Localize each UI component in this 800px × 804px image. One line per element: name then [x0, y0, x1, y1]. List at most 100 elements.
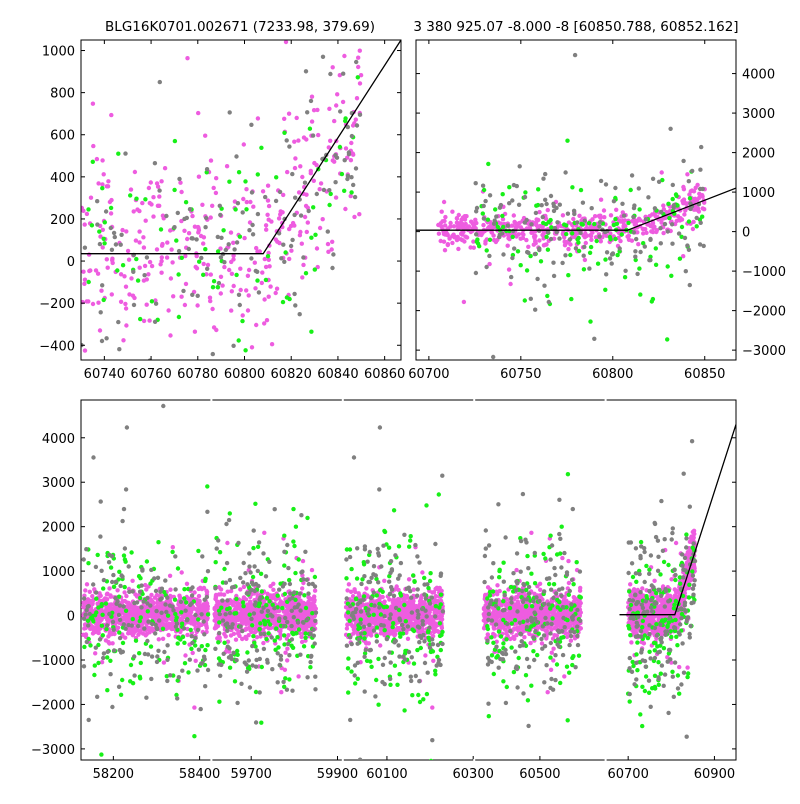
- full-data-point: [245, 670, 249, 674]
- overview-data-point: [506, 244, 510, 248]
- full-data-point: [238, 624, 242, 628]
- zoom-data-point: [134, 257, 138, 261]
- zoom-data-point: [292, 213, 296, 217]
- overview-data-point: [632, 230, 636, 234]
- full-x-tick-label: 59700: [231, 767, 272, 782]
- zoom-data-point: [155, 181, 159, 185]
- zoom-data-point: [86, 299, 90, 303]
- overview-data-point: [666, 202, 670, 206]
- zoom-data-point: [264, 265, 268, 269]
- zoom-data-point: [163, 166, 167, 170]
- full-data-point: [398, 635, 402, 639]
- overview-data-point: [635, 219, 639, 223]
- full-data-point: [307, 582, 311, 586]
- full-data-point: [283, 616, 287, 620]
- full-data-point: [180, 622, 184, 626]
- full-data-point: [408, 538, 412, 542]
- zoom-data-point: [197, 228, 201, 232]
- full-data-point: [266, 609, 270, 613]
- full-data-point: [154, 589, 158, 593]
- full-data-point: [285, 620, 289, 624]
- overview-data-point: [615, 253, 619, 257]
- full-data-point: [105, 688, 109, 692]
- overview-data-point: [641, 227, 645, 231]
- full-data-point: [241, 580, 245, 584]
- zoom-data-point: [275, 287, 279, 291]
- zoom-data-point: [279, 209, 283, 213]
- zoom-data-point: [341, 100, 345, 104]
- full-data-point: [224, 522, 228, 526]
- zoom-data-point: [349, 158, 353, 162]
- full-data-point: [398, 591, 402, 595]
- overview-data-point: [571, 217, 575, 221]
- zoom-data-point: [295, 116, 299, 120]
- zoom-data-point: [109, 198, 113, 202]
- full-data-point: [205, 595, 209, 599]
- full-data-point: [407, 545, 411, 549]
- overview-data-point: [498, 232, 502, 236]
- full-data-point: [127, 590, 131, 594]
- overview-data-point: [481, 211, 485, 215]
- overview-data-point: [546, 208, 550, 212]
- full-data-point: [184, 600, 188, 604]
- overview-data-point: [563, 170, 567, 174]
- full-data-point: [145, 596, 149, 600]
- overview-data-point: [493, 218, 497, 222]
- full-data-point: [82, 601, 86, 605]
- full-data-point: [108, 672, 112, 676]
- full-data-point: [397, 672, 401, 676]
- zoom-data-point: [96, 181, 100, 185]
- overview-data-point: [462, 300, 466, 304]
- full-data-point: [272, 606, 276, 610]
- full-data-point: [285, 543, 289, 547]
- zoom-data-point: [256, 212, 260, 216]
- zoom-data-point: [124, 285, 128, 289]
- zoom-data-point: [293, 156, 297, 160]
- overview-data-point: [456, 247, 460, 251]
- overview-data-point: [533, 308, 537, 312]
- zoom-data-point: [222, 260, 226, 264]
- zoom-data-point: [199, 256, 203, 260]
- overview-data-point: [612, 199, 616, 203]
- full-data-point: [291, 646, 295, 650]
- full-data-point: [395, 626, 399, 630]
- overview-data-point: [469, 220, 473, 224]
- overview-data-point: [461, 215, 465, 219]
- overview-data-point: [566, 212, 570, 216]
- full-data-point: [393, 664, 397, 668]
- zoom-data-point: [99, 289, 103, 293]
- overview-data-point: [509, 275, 513, 279]
- overview-data-point: [682, 212, 686, 216]
- zoom-data-point: [127, 258, 131, 262]
- full-data-point: [303, 636, 307, 640]
- zoom-data-point: [244, 383, 248, 387]
- full-data-point: [300, 640, 304, 644]
- zoom-data-point: [247, 228, 251, 232]
- zoom-data-point: [145, 255, 149, 259]
- full-data-point: [253, 502, 257, 506]
- full-data-point: [232, 585, 236, 589]
- full-data-point: [273, 507, 277, 511]
- full-data-point: [258, 690, 262, 694]
- zoom-data-point: [230, 289, 234, 293]
- zoom-data-point: [200, 203, 204, 207]
- full-data-point: [396, 597, 400, 601]
- overview-data-point: [693, 198, 697, 202]
- zoom-data-point: [176, 272, 180, 276]
- zoom-data-point: [238, 235, 242, 239]
- zoom-data-point: [330, 240, 334, 244]
- zoom-data-point: [244, 187, 248, 191]
- full-data-point: [228, 666, 232, 670]
- full-data-point: [276, 651, 280, 655]
- zoom-data-point: [212, 325, 216, 329]
- full-data-point: [430, 705, 434, 709]
- overview-data-point: [482, 188, 486, 192]
- zoom-data-point: [126, 249, 130, 253]
- zoom-data-point: [310, 119, 314, 123]
- zoom-data-point: [309, 99, 313, 103]
- full-data-point: [273, 638, 277, 642]
- zoom-data-point: [254, 323, 258, 327]
- overview-data-point: [644, 217, 648, 221]
- overview-data-point: [648, 237, 652, 241]
